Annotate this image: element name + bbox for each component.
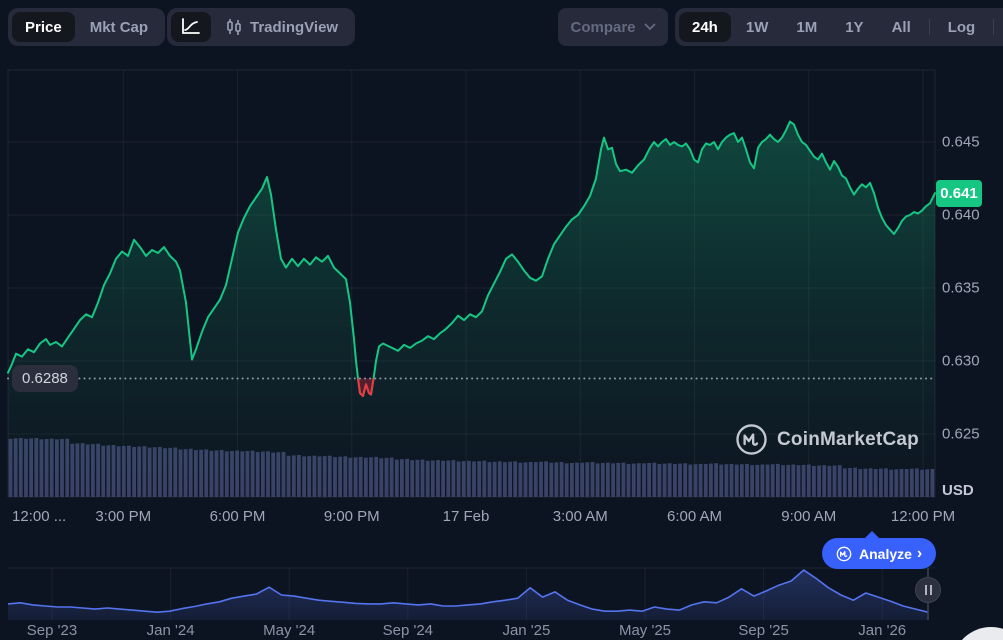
range-1m-button[interactable]: 1M <box>796 18 818 36</box>
time-range-group: 24h 1W 1M 1Y All Log <box>675 8 1003 46</box>
chevron-right-icon: › <box>916 544 923 562</box>
range-all-button[interactable]: All <box>891 18 911 36</box>
divider <box>928 19 930 35</box>
chevron-down-icon <box>644 23 656 31</box>
chart-settings-button[interactable] <box>999 12 1003 42</box>
currency-unit-label: USD <box>942 482 974 499</box>
tradingview-label: TradingView <box>250 18 339 36</box>
watermark-text: CoinMarketCap <box>777 428 919 450</box>
compare-label: Compare <box>570 18 636 36</box>
range-1w-button[interactable]: 1W <box>745 18 769 36</box>
navigator-line <box>7 569 929 613</box>
below-threshold-line <box>357 378 375 397</box>
analyze-callout-arrow <box>864 531 880 539</box>
compare-button[interactable]: Compare <box>558 8 668 46</box>
navigator-area-fill <box>8 570 928 620</box>
metric-toggle-group: Price Mkt Cap <box>8 8 166 46</box>
coinmarketcap-watermark: CoinMarketCap <box>735 423 919 456</box>
mktcap-tab[interactable]: Mkt Cap <box>89 18 149 36</box>
price-tab[interactable]: Price <box>12 12 75 42</box>
log-scale-button[interactable]: Log <box>947 18 976 36</box>
navigator-handle[interactable] <box>915 577 941 603</box>
coinmarketcap-logo-icon <box>735 423 768 456</box>
line-chart-icon <box>181 18 201 36</box>
analyze-label: Analyze <box>859 545 912 562</box>
below-threshold-fill <box>358 378 374 396</box>
price-series-line <box>7 120 936 397</box>
range-24h-button[interactable]: 24h <box>679 12 731 42</box>
candlestick-icon <box>226 18 242 36</box>
tradingview-toggle[interactable]: TradingView <box>213 12 351 42</box>
divider <box>993 19 995 35</box>
low-price-marker-label: 0.6288 <box>12 365 78 393</box>
line-chart-toggle[interactable] <box>171 12 211 42</box>
price-area-fill <box>8 121 935 497</box>
analyze-button[interactable]: Analyze › <box>822 538 937 569</box>
range-1y-button[interactable]: 1Y <box>845 18 864 36</box>
navigator-brush-area[interactable] <box>8 568 928 620</box>
chart-type-toggle-group: TradingView <box>167 8 356 46</box>
cmc-mini-logo-icon <box>836 546 852 562</box>
current-price-badge: 0.641 <box>936 179 982 207</box>
